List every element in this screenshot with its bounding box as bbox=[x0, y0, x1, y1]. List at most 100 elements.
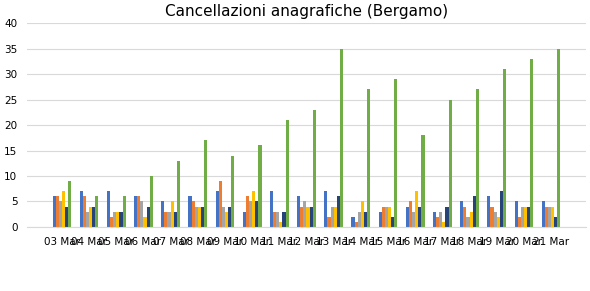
Bar bbox=[231, 156, 234, 227]
Bar bbox=[168, 212, 171, 227]
Bar bbox=[385, 207, 388, 227]
Bar bbox=[327, 217, 330, 227]
Bar bbox=[59, 201, 62, 227]
Bar bbox=[276, 212, 279, 227]
Bar bbox=[110, 217, 113, 227]
Bar bbox=[310, 207, 313, 227]
Bar bbox=[171, 201, 173, 227]
Bar bbox=[297, 196, 300, 227]
Bar bbox=[249, 201, 252, 227]
Bar bbox=[55, 196, 59, 227]
Bar bbox=[500, 191, 503, 227]
Bar bbox=[490, 207, 494, 227]
Bar bbox=[352, 217, 355, 227]
Bar bbox=[367, 89, 370, 227]
Bar bbox=[324, 191, 327, 227]
Bar bbox=[92, 207, 96, 227]
Bar bbox=[551, 207, 554, 227]
Bar bbox=[415, 191, 418, 227]
Bar bbox=[161, 201, 165, 227]
Bar bbox=[134, 196, 137, 227]
Bar bbox=[215, 191, 219, 227]
Bar bbox=[270, 191, 273, 227]
Bar bbox=[83, 196, 86, 227]
Bar bbox=[445, 207, 448, 227]
Bar bbox=[394, 79, 398, 227]
Bar bbox=[165, 212, 168, 227]
Bar bbox=[355, 222, 358, 227]
Bar bbox=[113, 212, 116, 227]
Bar bbox=[173, 212, 177, 227]
Bar bbox=[140, 201, 143, 227]
Bar bbox=[418, 207, 421, 227]
Bar bbox=[542, 201, 545, 227]
Bar bbox=[195, 207, 198, 227]
Bar bbox=[476, 89, 479, 227]
Bar bbox=[382, 207, 385, 227]
Bar bbox=[463, 207, 467, 227]
Bar bbox=[222, 207, 225, 227]
Bar bbox=[300, 207, 303, 227]
Bar bbox=[439, 212, 442, 227]
Bar bbox=[361, 201, 364, 227]
Bar bbox=[255, 201, 258, 227]
Bar bbox=[514, 201, 517, 227]
Bar bbox=[473, 196, 476, 227]
Bar bbox=[433, 212, 436, 227]
Bar bbox=[96, 196, 99, 227]
Bar bbox=[470, 212, 473, 227]
Bar bbox=[530, 59, 533, 227]
Bar bbox=[258, 146, 261, 227]
Bar bbox=[279, 222, 283, 227]
Bar bbox=[107, 191, 110, 227]
Bar bbox=[442, 222, 445, 227]
Bar bbox=[517, 217, 521, 227]
Bar bbox=[89, 207, 92, 227]
Bar bbox=[62, 191, 65, 227]
Bar bbox=[204, 140, 207, 227]
Bar bbox=[188, 196, 192, 227]
Bar bbox=[460, 201, 463, 227]
Bar bbox=[337, 196, 340, 227]
Bar bbox=[388, 207, 391, 227]
Bar bbox=[412, 212, 415, 227]
Bar bbox=[242, 212, 246, 227]
Bar bbox=[364, 212, 367, 227]
Bar bbox=[119, 212, 123, 227]
Bar bbox=[201, 207, 204, 227]
Bar bbox=[225, 212, 228, 227]
Title: Cancellazioni anagrafiche (Bergamo): Cancellazioni anagrafiche (Bergamo) bbox=[165, 4, 448, 19]
Bar bbox=[548, 207, 551, 227]
Bar bbox=[448, 100, 452, 227]
Bar bbox=[467, 217, 470, 227]
Bar bbox=[192, 201, 195, 227]
Bar bbox=[340, 49, 343, 227]
Bar bbox=[177, 161, 180, 227]
Bar bbox=[283, 212, 286, 227]
Bar bbox=[521, 207, 524, 227]
Bar bbox=[273, 212, 276, 227]
Bar bbox=[143, 217, 146, 227]
Bar bbox=[406, 207, 409, 227]
Bar bbox=[123, 196, 126, 227]
Bar bbox=[80, 191, 83, 227]
Bar bbox=[436, 217, 439, 227]
Bar bbox=[86, 212, 89, 227]
Bar bbox=[303, 201, 306, 227]
Bar bbox=[198, 207, 201, 227]
Bar bbox=[487, 196, 490, 227]
Bar bbox=[545, 207, 548, 227]
Bar bbox=[497, 217, 500, 227]
Bar bbox=[286, 120, 289, 227]
Bar bbox=[334, 207, 337, 227]
Bar bbox=[252, 191, 255, 227]
Bar bbox=[306, 207, 310, 227]
Bar bbox=[68, 181, 71, 227]
Bar bbox=[150, 176, 153, 227]
Bar bbox=[558, 49, 560, 227]
Bar bbox=[494, 212, 497, 227]
Bar bbox=[409, 201, 412, 227]
Bar bbox=[527, 207, 530, 227]
Bar bbox=[313, 110, 316, 227]
Bar bbox=[116, 212, 119, 227]
